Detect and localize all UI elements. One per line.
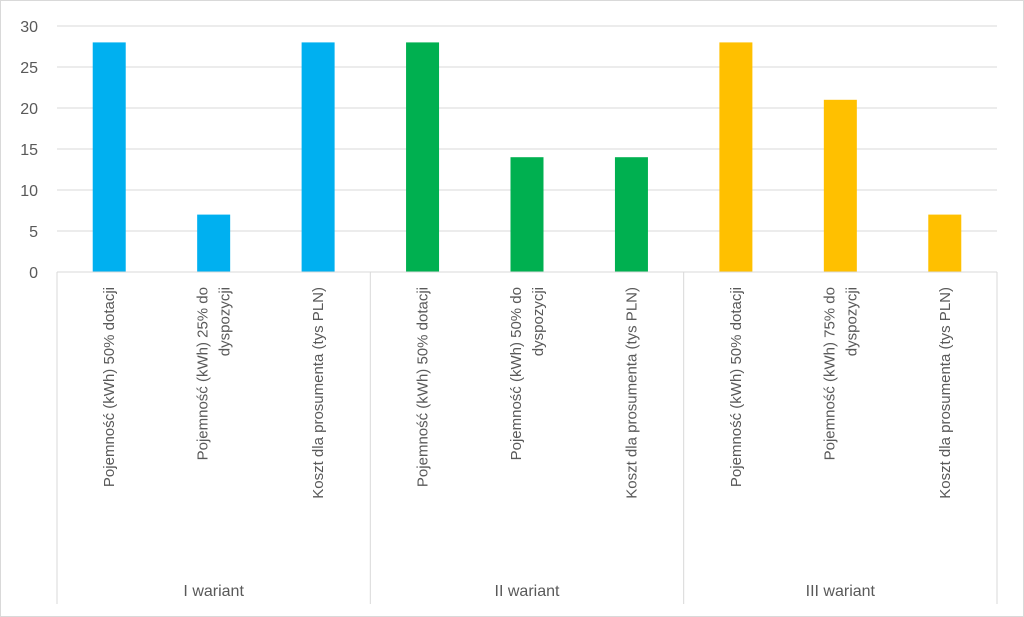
group-label: II wariant [495, 583, 560, 600]
y-tick-label: 15 [20, 142, 38, 159]
bar [719, 42, 753, 273]
category-label-line: Koszt dla prosumenta (tys PLN) [310, 287, 327, 499]
bar [823, 99, 857, 272]
y-tick-label: 5 [29, 224, 38, 241]
category-label-line: Pojemność (kWh) 25% do [195, 287, 212, 460]
category-label: Pojemność (kWh) 25% do dyspozycji [195, 287, 234, 460]
bar [510, 157, 544, 272]
bar [614, 157, 648, 272]
category-label: Pojemność (kWh) 50% do dyspozycji [508, 287, 547, 460]
category-label: Pojemność (kWh) 50% dotacji [101, 287, 118, 487]
bar [301, 42, 335, 273]
category-label-line: Pojemność (kWh) 50% dotacji [415, 287, 432, 487]
y-axis: 0 5 10 15 20 25 30 [20, 19, 38, 282]
bars [92, 42, 962, 273]
category-label-line: Koszt dla prosumenta (tys PLN) [623, 287, 640, 499]
category-label: Koszt dla prosumenta (tys PLN) [310, 287, 327, 499]
y-tick-label: 20 [20, 101, 38, 118]
bar [928, 214, 962, 272]
bar [197, 214, 231, 272]
bar [92, 42, 126, 273]
category-label: Pojemność (kWh) 75% do dyspozycji [821, 287, 860, 460]
y-tick-label: 0 [29, 265, 38, 282]
category-label-line: dyspozycji [843, 287, 860, 356]
y-tick-label: 10 [20, 183, 38, 200]
category-label: Koszt dla prosumenta (tys PLN) [623, 287, 640, 499]
category-label-line: Pojemność (kWh) 50% do [508, 287, 525, 460]
y-tick-label: 30 [20, 19, 38, 36]
category-label-line: Koszt dla prosumenta (tys PLN) [937, 287, 954, 499]
category-label: Pojemność (kWh) 50% dotacji [415, 287, 432, 487]
category-label: Koszt dla prosumenta (tys PLN) [937, 287, 954, 499]
category-label-line: Pojemność (kWh) 50% dotacji [101, 287, 118, 487]
category-label: Pojemność (kWh) 50% dotacji [728, 287, 745, 487]
category-label-line: Pojemność (kWh) 75% do [821, 287, 838, 460]
category-label-line: Pojemność (kWh) 50% dotacji [728, 287, 745, 487]
y-tick-label: 25 [20, 60, 38, 77]
category-label-line: dyspozycji [530, 287, 547, 356]
group-label: I wariant [183, 583, 244, 600]
x-axis: Pojemność (kWh) 50% dotacji Pojemność (kW… [56, 271, 998, 604]
category-label-line: dyspozycji [217, 287, 234, 356]
group-label: III wariant [806, 583, 876, 600]
bar [406, 42, 440, 273]
